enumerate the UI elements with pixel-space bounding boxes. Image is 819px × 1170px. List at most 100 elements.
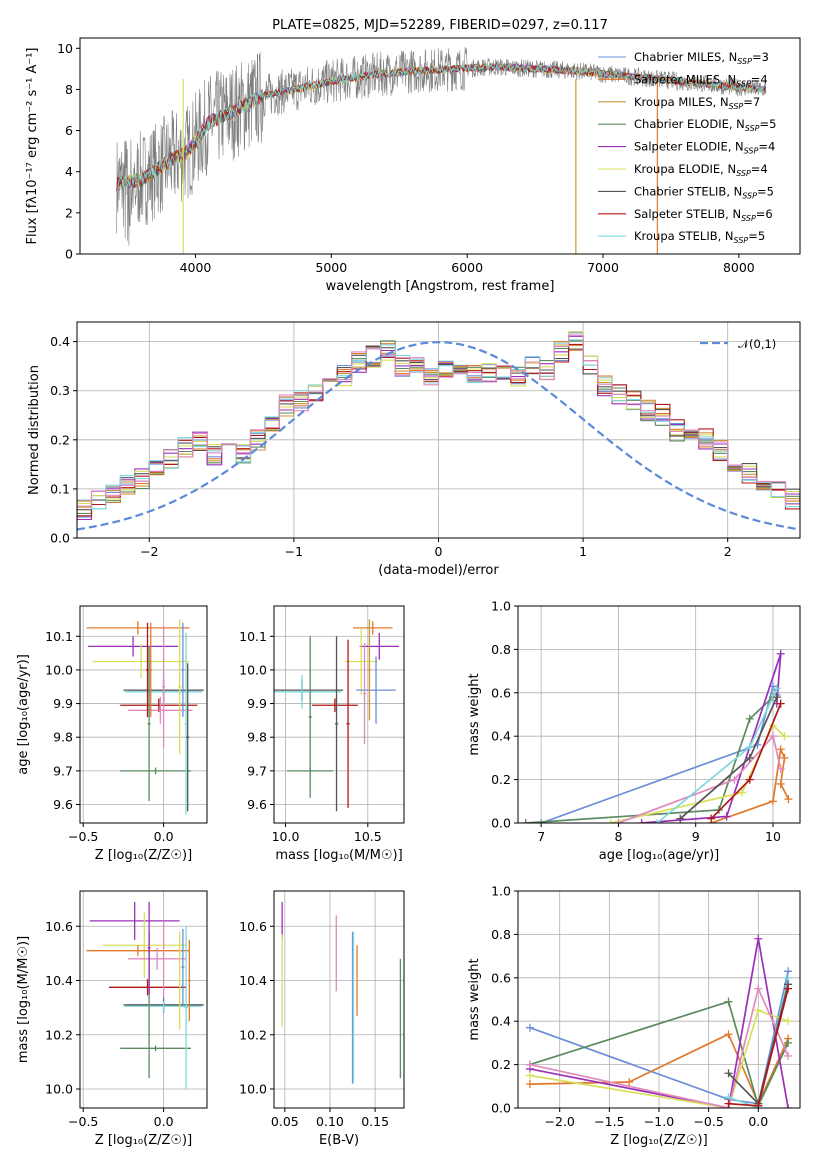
weight-marker-pink [754, 984, 763, 993]
y-tick-label: 0.6 [491, 685, 511, 700]
x-tick-label: 8000 [723, 260, 755, 275]
y-tick-label: 9.8 [247, 730, 267, 745]
y-axis-label: mass weight [467, 958, 482, 1040]
x-tick-label: 0.15 [361, 1114, 389, 1129]
panel-mass_vs_Z: −0.5 0.0 10.0 10.2 10.4 10.6 Z [log₁₀(Z/Z☉)] ma… [16, 890, 208, 1148]
legend-label-kroupa_stelib: Kroupa STELIB, NSSP=5 [634, 229, 765, 245]
weight-marker-pink [614, 819, 623, 823]
y-tick-label: 0.4 [491, 729, 511, 744]
weight-marker-kroupa_stelib [745, 743, 754, 752]
x-tick-label: 0.0 [154, 829, 174, 844]
axes-frame [79, 890, 208, 1109]
y-tick-label: 10.1 [45, 629, 73, 644]
y-tick-label: 0.3 [50, 383, 70, 398]
y-tick-label: 10.0 [45, 662, 73, 677]
weight-marker-salpeter_stelib [745, 775, 754, 784]
weight-marker-chabrier_stelib [745, 753, 754, 762]
chart-title: PLATE=0825, MJD=52289, FIBERID=0297, z=0… [272, 18, 608, 33]
weight-marker-pink [776, 764, 785, 773]
weight-marker-salpeter_stelib [754, 1101, 763, 1108]
y-tick-label: 10.2 [239, 1027, 267, 1042]
x-tick-label: 0 [435, 544, 443, 559]
x-tick-label: −0.5 [693, 1114, 723, 1129]
y-tick-label: 10.0 [45, 1082, 73, 1097]
x-tick-label: 8 [614, 829, 622, 844]
y-tick-label: 4 [65, 164, 73, 179]
x-axis-label: Z [log₁₀(Z/Z☉)] [610, 1133, 707, 1148]
y-tick-label: 10 [57, 41, 73, 56]
weight-marker-chabrier_elodie [784, 1038, 793, 1047]
panel-mass_vs_ebv: 0.05 0.10 0.15 10.0 10.2 10.4 10.6 E(B-V) [239, 890, 405, 1148]
legend-label-salpeter_stelib: Salpeter STELIB, NSSP=6 [634, 207, 773, 223]
panel-age_vs_mass: 10.0 10.5 9.6 9.7 9.8 9.9 10.0 10.1 mass [log₁₀(… [239, 605, 405, 863]
y-tick-label: 9.9 [53, 696, 73, 711]
legend-label-chabrier_elodie: Chabrier ELODIE, NSSP=5 [634, 117, 776, 133]
weight-marker-chabrier_stelib [772, 693, 781, 702]
x-tick-label: 7000 [587, 260, 619, 275]
model-spectrum-kroupa_stelib [116, 62, 766, 192]
x-tick-label: 10 [765, 829, 781, 844]
y-tick-label: 2 [65, 205, 73, 220]
y-tick-label: 0.0 [491, 816, 511, 831]
weight-marker-salpeter_miles [625, 1077, 634, 1086]
y-tick-label: 0.2 [50, 432, 70, 447]
weight-marker-salpeter_miles [525, 1080, 534, 1089]
weight-marker-kroupa_elodie [606, 819, 615, 823]
weight-marker-chabrier_miles [525, 1023, 534, 1032]
weight-marker-salpeter_miles [768, 797, 777, 806]
weight-marker-salpeter_miles [724, 1030, 733, 1039]
y-tick-label: 8 [65, 82, 73, 97]
x-tick-label: 7 [537, 829, 545, 844]
x-tick-label: −2 [140, 544, 158, 559]
histogram-kroupa_stelib [77, 339, 800, 520]
weight-marker-kroupa_elodie [784, 1017, 793, 1026]
plot-area [521, 649, 793, 823]
normal-curve [77, 341, 800, 531]
legend-label-chabrier_miles: Chabrier MILES, NSSP=3 [634, 50, 769, 66]
y-tick-label: 10.0 [239, 662, 267, 677]
y-tick-label: 6 [65, 123, 73, 138]
y-tick-label: 0.2 [491, 772, 511, 787]
x-axis-label: age [log₁₀(age/yr)] [599, 848, 720, 863]
y-tick-label: 1.0 [491, 599, 511, 614]
plot-area [274, 619, 400, 812]
legend-label-normal: 𝒩(0,1) [738, 337, 776, 351]
y-tick-label: 0.0 [491, 1101, 511, 1116]
y-axis-label: mass [log₁₀(M/M☉)] [16, 936, 31, 1063]
y-tick-label: 9.7 [247, 763, 267, 778]
y-tick-label: 10.1 [239, 629, 267, 644]
weight-line-chabrier_miles [529, 971, 789, 1105]
weight-line-chabrier_elodie [529, 1000, 789, 1108]
weight-line-salpeter_elodie [641, 653, 782, 823]
weight-marker-salpeter_elodie [776, 649, 785, 658]
y-tick-label: 9.6 [247, 797, 267, 812]
y-tick-label: 10.4 [45, 973, 73, 988]
axes-frame [79, 605, 208, 824]
weight-marker-salpeter_stelib [784, 984, 793, 993]
x-tick-label: −0.5 [68, 829, 98, 844]
panel-age_vs_Z: −0.5 0.0 9.6 9.7 9.8 9.9 10.0 10.1 Z [log₁₀(Z/Z☉… [16, 605, 208, 863]
weight-marker-salpeter_miles [780, 753, 789, 762]
legend-label-kroupa_elodie: Kroupa ELODIE, NSSP=4 [634, 162, 768, 178]
panel-weight_vs_age: 7 8 9 10 0.0 0.2 0.4 0.6 0.8 1.0 age [log₁₀(age/yr… [467, 599, 801, 863]
weight-marker-salpeter_elodie [784, 1104, 793, 1108]
weight-marker-salpeter_elodie [754, 934, 763, 943]
weight-marker-salpeter_stelib [776, 699, 785, 708]
x-tick-label: 0.0 [748, 1114, 768, 1129]
x-tick-label: 5000 [315, 260, 347, 275]
y-tick-label: 0.1 [50, 481, 70, 496]
y-tick-label: 0 [65, 247, 73, 262]
histogram-kroupa_miles [77, 344, 800, 508]
x-tick-label: −1.5 [594, 1114, 624, 1129]
y-tick-label: 9.7 [53, 763, 73, 778]
weight-marker-kroupa_elodie [780, 732, 789, 741]
histogram-salpeter_stelib [77, 343, 800, 521]
x-tick-label: 6000 [451, 260, 483, 275]
legend-label-salpeter_miles: Salpeter MILES, NSSP=4 [634, 72, 768, 88]
y-tick-label: 1.0 [491, 884, 511, 899]
histogram-chabrier_stelib [77, 345, 800, 522]
plot-area [77, 331, 800, 531]
weight-marker-chabrier_stelib [724, 1069, 733, 1078]
x-tick-label: −2.0 [545, 1114, 575, 1129]
weight-marker-kroupa_elodie [754, 1006, 763, 1015]
